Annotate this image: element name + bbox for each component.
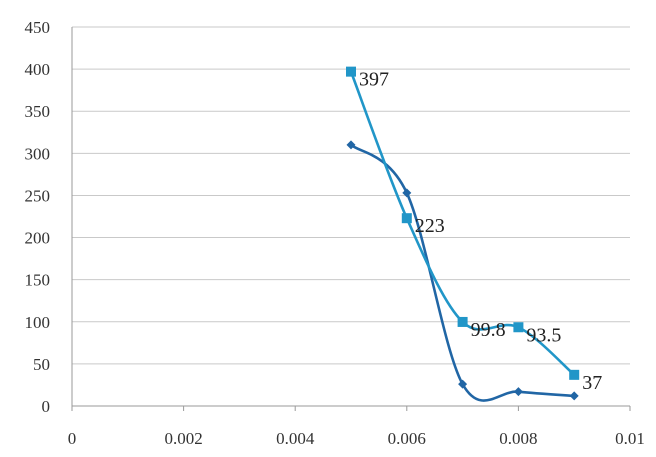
series-1-marker (513, 387, 523, 397)
data-label: 93.5 (526, 324, 561, 346)
data-label: 37 (582, 372, 602, 394)
series-1-marker (569, 391, 579, 401)
y-tick-label: 0 (42, 397, 51, 416)
y-tick-label: 200 (25, 229, 51, 248)
x-tick-label: 0.01 (615, 429, 645, 448)
x-tick-labels: 0 0.002 0.004 0.006 0.008 0.01 (68, 429, 645, 448)
y-tick-label: 450 (25, 18, 51, 37)
series-2-marker (457, 316, 468, 327)
series-2-marker (569, 369, 580, 380)
x-tick-label: 0 (68, 429, 77, 448)
axes (71, 27, 631, 411)
y-tick-label: 100 (25, 313, 51, 332)
series-layer (346, 66, 580, 402)
y-tick-label: 350 (25, 102, 51, 121)
y-tick-label: 400 (25, 60, 51, 79)
data-label: 223 (415, 215, 445, 237)
x-tick-label: 0.006 (388, 429, 426, 448)
data-labels: 397 223 99.8 93.5 37 (359, 69, 602, 394)
y-tick-label: 150 (25, 271, 51, 290)
series-2-marker (401, 213, 412, 224)
x-tick-label: 0.002 (164, 429, 202, 448)
data-label: 99.8 (471, 319, 506, 341)
series-1-marker (458, 379, 468, 389)
x-tick-label: 0.008 (499, 429, 537, 448)
series-1-marker (346, 140, 356, 150)
series-1-marker (402, 188, 412, 198)
data-label: 397 (359, 69, 389, 91)
series-1-line (349, 143, 576, 402)
y-tick-label: 300 (25, 144, 51, 163)
series-2-line (349, 70, 576, 377)
y-tick-label: 50 (33, 355, 50, 374)
y-tick-labels: 0 50 100 150 200 250 300 350 400 450 (25, 18, 51, 416)
gridlines (72, 26, 630, 365)
series-2-marker (346, 66, 356, 77)
x-tick-label: 0.004 (276, 429, 315, 448)
series-2-marker (513, 322, 524, 333)
y-tick-label: 250 (25, 186, 51, 205)
